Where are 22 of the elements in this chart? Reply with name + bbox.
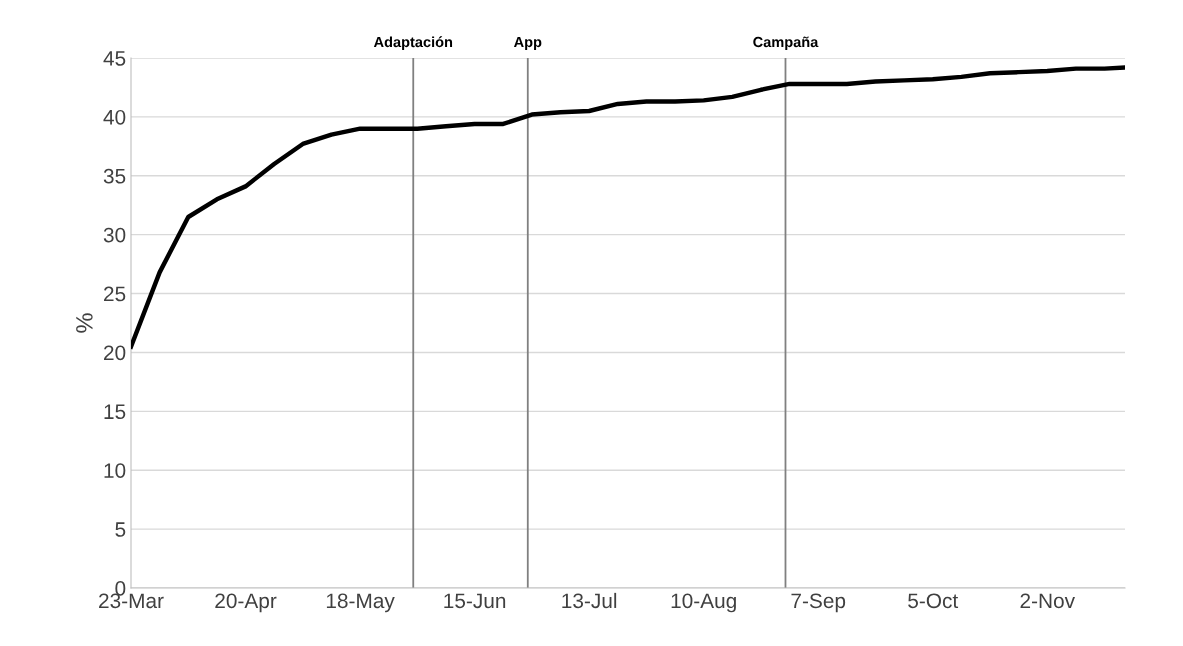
x-tick-label: 20-Apr [215,593,277,613]
y-tick-label: 45 [103,51,126,66]
x-tick-label: 7-Sep [791,593,846,613]
x-tick-label: 5-Oct [908,593,959,609]
x-tick-label: 10-Aug [671,593,736,613]
x-tick-label: 13-Jul [562,592,617,609]
y-tick-label: 10 [104,463,126,478]
y-tick-label: 30 [103,227,126,243]
x-tick-label: 2-Nov [1020,593,1075,609]
line-series [131,65,1125,349]
x-tick-label: 15-Jun [444,593,506,609]
y-tick-label: 20 [104,345,126,361]
y-tick-label: 5 [115,522,126,537]
ref-line-label: Campaña [753,36,819,51]
y-tick-label: 15 [104,404,126,420]
y-tick-label: 40 [103,109,126,125]
ref-line-label: Adaptación [373,36,453,51]
y-axis-title: % [76,313,93,333]
y-tick-label: 25 [104,286,126,302]
y-tick-label: 35 [103,168,126,184]
x-tick-label: 18-May [326,593,395,613]
ref-line-label: App [513,36,542,51]
